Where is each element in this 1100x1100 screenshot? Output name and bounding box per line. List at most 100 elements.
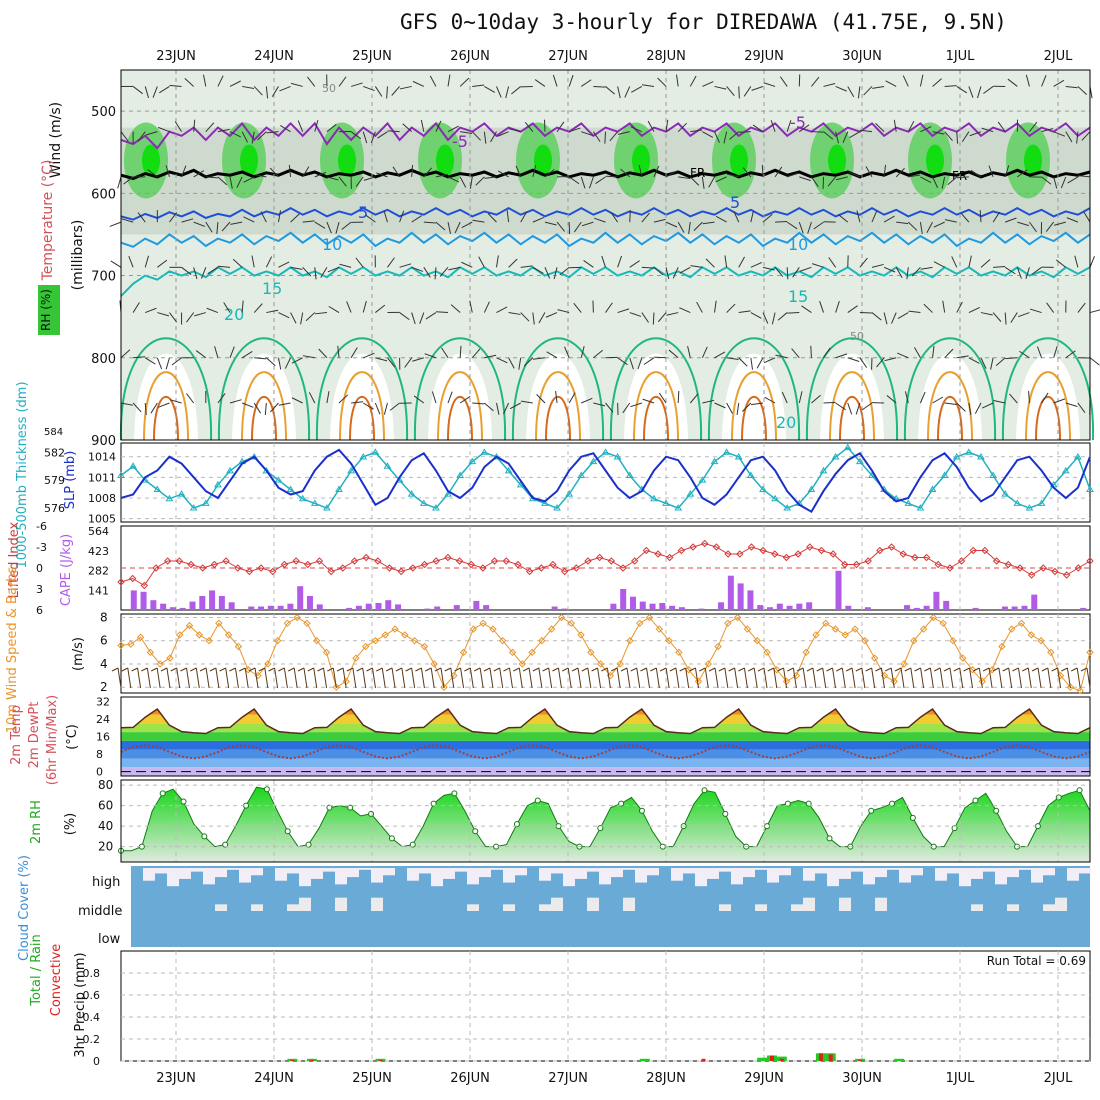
- wind-barb-10m: [1012, 667, 1019, 672]
- wind-barb: [144, 357, 156, 365]
- wind-barb-10m: [434, 667, 442, 672]
- temp-tick-label: 32: [96, 695, 110, 708]
- wind-barb: [484, 402, 494, 412]
- wind-speed-marker: [303, 619, 311, 628]
- wind-barb: [810, 345, 812, 358]
- wind-barb-10m: [689, 667, 696, 672]
- thickness-marker: [165, 494, 174, 502]
- wind-speed-marker: [322, 648, 331, 657]
- wind-barb: [362, 300, 367, 313]
- thickness-marker: [226, 466, 234, 474]
- wind-barb: [1089, 309, 1100, 314]
- wind-barb: [995, 357, 1006, 367]
- wind-barb: [677, 221, 685, 233]
- wind-speed-marker: [939, 619, 947, 628]
- wind-barb: [736, 402, 740, 415]
- wind-barb: [742, 402, 752, 412]
- wind-speed-marker: [538, 637, 546, 645]
- wind-barb-10m: [121, 667, 129, 672]
- wind-barb-10m: [973, 667, 980, 672]
- wind-speed-marker: [616, 660, 624, 668]
- thickness-marker: [613, 452, 622, 460]
- wind-barb: [487, 213, 497, 223]
- wind-speed-marker: [714, 642, 722, 651]
- wind-barb: [715, 176, 727, 183]
- thickness-marker: [456, 471, 465, 479]
- rh-marker: [534, 797, 541, 804]
- cloud-high-bar: [947, 868, 959, 874]
- cloud-high-bar: [179, 868, 191, 879]
- wind-barb-10m: [763, 667, 768, 689]
- thickness-marker: [1086, 485, 1094, 492]
- precip-total-bar: [639, 1058, 650, 1061]
- wind-barb: [993, 400, 1006, 404]
- cape-bar: [698, 608, 705, 610]
- wind-barb-10m: [411, 667, 416, 689]
- cloud-high-bar: [875, 868, 887, 878]
- thickness-tick-label: 582: [44, 446, 65, 459]
- thickness-marker: [928, 485, 937, 492]
- thickness-marker: [698, 476, 707, 483]
- thickness-marker: [868, 471, 876, 479]
- rh-marker: [722, 810, 729, 817]
- wind-barb: [307, 76, 316, 87]
- wind-speed-marker: [1037, 637, 1045, 645]
- wind-barb: [1066, 217, 1079, 223]
- wind-barb: [568, 176, 580, 185]
- temp-tick-label: 8: [96, 748, 103, 761]
- wind-barb: [169, 312, 178, 323]
- wind-speed-marker: [577, 631, 585, 639]
- wind-barb: [205, 122, 215, 133]
- thickness-marker: [734, 452, 743, 460]
- lifted-index-marker: [934, 560, 942, 569]
- wind-speed-marker: [587, 648, 595, 657]
- wind-barb: [269, 167, 279, 178]
- wind-barb-10m: [137, 667, 142, 689]
- rh-marker: [284, 828, 291, 835]
- wind-barb: [861, 402, 873, 411]
- lifted-index-marker: [759, 546, 767, 555]
- wind-barb: [399, 312, 410, 321]
- wind-barb: [762, 266, 775, 271]
- cloud-high-bar: [335, 868, 347, 885]
- precip-convective-bar: [818, 1053, 823, 1061]
- wind-barb: [278, 261, 290, 268]
- wind-barb: [907, 120, 915, 132]
- cape-bar: [277, 605, 284, 610]
- lifted-index-marker: [467, 560, 475, 569]
- wind-barb: [774, 267, 784, 277]
- wind-barb: [775, 354, 788, 359]
- wind-unit-label: (m/s): [71, 637, 86, 671]
- wind-barb: [412, 80, 425, 87]
- lifted-index-marker: [292, 557, 300, 565]
- wind-barb: [702, 399, 715, 404]
- wind-speed-line: [120, 616, 1091, 692]
- wind-barb: [253, 402, 262, 414]
- wind-barb-10m: [287, 667, 295, 672]
- isotherm-20: [315, 337, 409, 441]
- wind-barb-10m: [1047, 667, 1052, 689]
- wind-barb: [668, 349, 679, 359]
- wind-barb-10m: [675, 667, 680, 689]
- wind-speed-marker: [998, 642, 1006, 651]
- isotherm-25: [1025, 371, 1071, 441]
- wind-barb-10m: [577, 667, 582, 689]
- temp-tick-label: 16: [96, 731, 110, 744]
- precip-convective-bar: [770, 1055, 774, 1061]
- wind-barb-10m: [998, 667, 1003, 689]
- wind-barb-10m: [219, 667, 226, 672]
- wind-barb: [629, 312, 642, 317]
- wind-barb: [1046, 302, 1055, 313]
- lifted-index-marker: [864, 557, 872, 565]
- rh-marker: [701, 787, 708, 794]
- wind-barb: [968, 357, 980, 364]
- wind-barb: [819, 301, 824, 313]
- wind-barb: [630, 126, 643, 133]
- wind-barb: [956, 355, 969, 359]
- wind-barb: [435, 173, 448, 178]
- wind-barb-10m: [518, 667, 523, 689]
- bottom-date-label: 24JUN: [254, 1071, 294, 1086]
- cloud-high-bar: [1007, 868, 1019, 878]
- wind-barb: [374, 86, 383, 97]
- thickness-marker: [347, 466, 356, 474]
